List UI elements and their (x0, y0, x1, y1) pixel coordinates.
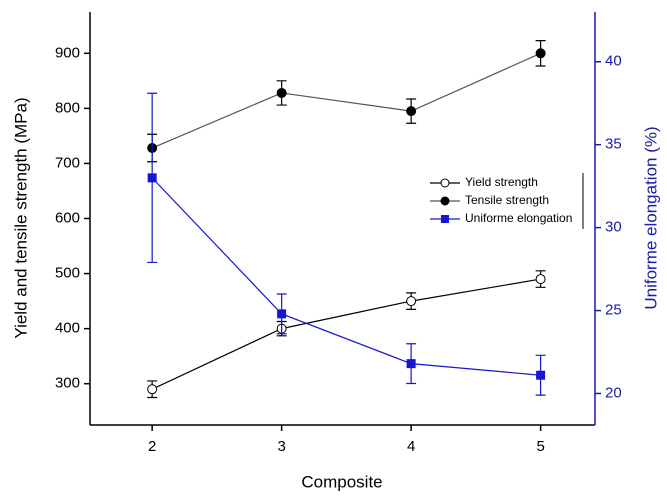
y-tick-label: 800 (55, 99, 80, 116)
y2-tick-label: 25 (605, 302, 622, 319)
legend-label: Uniforme elongation (465, 211, 572, 225)
legend-marker (441, 215, 449, 223)
marker (147, 173, 157, 183)
series-line (151, 52, 541, 149)
marker (535, 274, 546, 285)
legend-marker (440, 196, 450, 206)
y-tick-label: 300 (55, 375, 80, 392)
series-line (151, 278, 541, 390)
x-tick-label: 2 (148, 438, 156, 455)
x-tick-label: 3 (277, 438, 285, 455)
marker (406, 106, 417, 117)
y-tick-label: 400 (55, 320, 80, 337)
y2-tick-label: 35 (605, 136, 622, 153)
marker (406, 359, 416, 369)
marker (276, 87, 287, 98)
y2-tick-label: 20 (605, 384, 622, 401)
legend-label: Yield strength (465, 175, 538, 189)
marker (536, 370, 546, 380)
x-axis-title: Composite (301, 472, 382, 491)
y2-tick-label: 30 (605, 219, 622, 236)
marker (277, 309, 287, 319)
x-tick-label: 4 (407, 438, 415, 455)
marker (406, 296, 417, 307)
legend-label: Tensile strength (465, 193, 549, 207)
marker (535, 48, 546, 59)
x-tick-label: 5 (536, 438, 544, 455)
y-tick-label: 500 (55, 265, 80, 282)
y-tick-label: 700 (55, 154, 80, 171)
marker (147, 384, 158, 395)
series-line (151, 177, 541, 376)
y-tick-label: 900 (55, 44, 80, 61)
y-tick-label: 600 (55, 209, 80, 226)
y2-tick-label: 40 (605, 53, 622, 70)
legend-marker (440, 178, 450, 188)
y-axis-title: Yield and tensile strength (MPa) (11, 97, 30, 338)
y2-axis-title: Uniforme elongation (%) (641, 126, 660, 309)
